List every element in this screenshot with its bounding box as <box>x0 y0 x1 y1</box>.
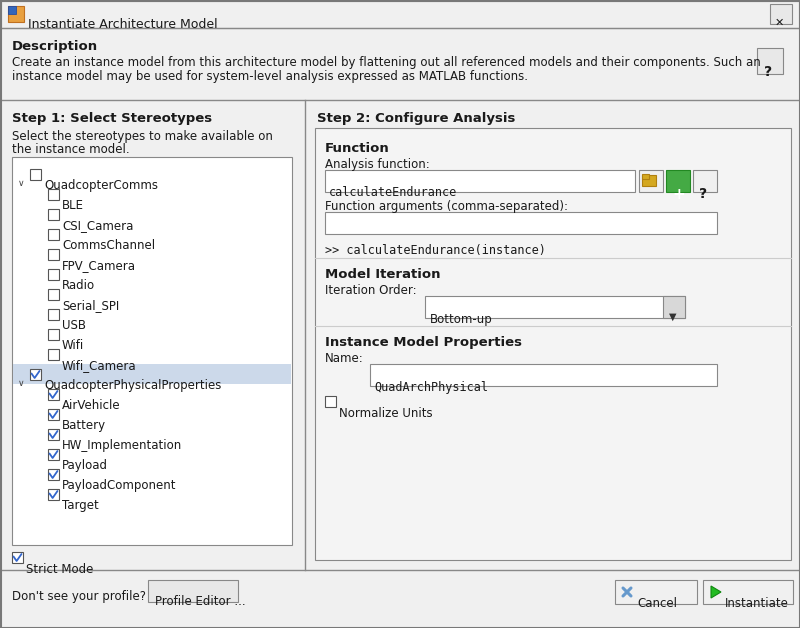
Text: PayloadComponent: PayloadComponent <box>62 479 177 492</box>
Bar <box>48 189 59 200</box>
Text: Serial_SPI: Serial_SPI <box>62 299 119 312</box>
Bar <box>48 209 59 220</box>
Bar <box>48 389 59 400</box>
Text: Iteration Order:: Iteration Order: <box>325 284 417 297</box>
Bar <box>48 409 59 420</box>
Bar <box>8 6 16 14</box>
Text: Create an instance model from this architecture model by flattening out all refe: Create an instance model from this archi… <box>12 56 761 69</box>
Text: the instance model.: the instance model. <box>12 143 130 156</box>
Text: +: + <box>672 187 685 202</box>
Text: Payload: Payload <box>62 459 108 472</box>
Bar <box>1 570 799 627</box>
Bar <box>48 269 59 280</box>
Text: USB: USB <box>62 319 86 332</box>
Bar <box>315 128 791 560</box>
Text: HW_Implementation: HW_Implementation <box>62 439 182 452</box>
Text: Cancel: Cancel <box>637 597 677 610</box>
Bar <box>48 429 59 440</box>
Text: ∨: ∨ <box>18 179 25 188</box>
Text: QuadcopterComms: QuadcopterComms <box>44 179 158 192</box>
Text: Battery: Battery <box>62 419 106 432</box>
Bar <box>1 28 799 100</box>
Bar <box>642 175 656 186</box>
Bar <box>693 170 717 192</box>
Text: Name:: Name: <box>325 352 364 365</box>
Bar <box>305 100 799 570</box>
Bar <box>770 4 792 24</box>
Bar <box>666 170 690 192</box>
Text: Function: Function <box>325 142 390 155</box>
Text: CSI_Camera: CSI_Camera <box>62 219 134 232</box>
Bar <box>1 1 799 28</box>
Text: Strict Mode: Strict Mode <box>26 563 94 576</box>
Bar <box>48 309 59 320</box>
Text: QuadArchPhysical: QuadArchPhysical <box>374 381 488 394</box>
Bar <box>148 580 238 602</box>
Bar <box>48 469 59 480</box>
Bar <box>48 289 59 300</box>
Text: AirVehicle: AirVehicle <box>62 399 121 412</box>
Text: ▼: ▼ <box>669 312 677 322</box>
Text: Radio: Radio <box>62 279 95 292</box>
Bar <box>12 552 23 563</box>
Text: QuadcopterPhysicalProperties: QuadcopterPhysicalProperties <box>44 379 222 392</box>
Text: >> calculateEndurance(instance): >> calculateEndurance(instance) <box>325 244 546 257</box>
Text: Step 2: Configure Analysis: Step 2: Configure Analysis <box>317 112 515 125</box>
Polygon shape <box>711 586 721 598</box>
Bar <box>370 364 717 386</box>
Text: Analysis function:: Analysis function: <box>325 158 430 171</box>
Bar <box>48 249 59 260</box>
Bar <box>48 489 59 500</box>
Bar <box>48 449 59 460</box>
Text: ✕: ✕ <box>775 18 784 28</box>
Bar <box>325 396 336 407</box>
Text: Wifi: Wifi <box>62 339 84 352</box>
Text: ∨: ∨ <box>18 379 25 388</box>
Bar <box>48 349 59 360</box>
Text: Instantiate Architecture Model: Instantiate Architecture Model <box>28 18 218 31</box>
Bar <box>642 174 649 179</box>
Text: Normalize Units: Normalize Units <box>339 407 433 420</box>
Bar <box>13 364 291 384</box>
Text: Select the stereotypes to make available on: Select the stereotypes to make available… <box>12 130 273 143</box>
Bar <box>12 157 292 545</box>
Bar <box>48 329 59 340</box>
Text: Function arguments (comma-separated):: Function arguments (comma-separated): <box>325 200 568 213</box>
Text: Don't see your profile?: Don't see your profile? <box>12 590 146 603</box>
Bar <box>663 296 685 318</box>
Bar <box>1 100 305 570</box>
Bar <box>30 369 41 380</box>
Bar <box>325 170 635 192</box>
Text: ?: ? <box>764 65 772 79</box>
Bar <box>48 229 59 240</box>
Text: Description: Description <box>12 40 98 53</box>
Bar <box>8 6 24 22</box>
Text: Instance Model Properties: Instance Model Properties <box>325 336 522 349</box>
Text: instance model may be used for system-level analysis expressed as MATLAB functio: instance model may be used for system-le… <box>12 70 528 83</box>
Text: calculateEndurance: calculateEndurance <box>329 186 458 199</box>
Text: Target: Target <box>62 499 98 512</box>
Bar <box>639 170 663 192</box>
Text: Profile Editor ...: Profile Editor ... <box>155 595 246 608</box>
Bar <box>615 580 697 604</box>
Text: FPV_Camera: FPV_Camera <box>62 259 136 272</box>
Text: Step 1: Select Stereotypes: Step 1: Select Stereotypes <box>12 112 212 125</box>
Text: Wifi_Camera: Wifi_Camera <box>62 359 137 372</box>
Text: BLE: BLE <box>62 199 84 212</box>
Bar <box>703 580 793 604</box>
Bar <box>325 212 717 234</box>
Text: Instantiate: Instantiate <box>725 597 789 610</box>
Text: Model Iteration: Model Iteration <box>325 268 441 281</box>
Bar <box>757 48 783 74</box>
Bar <box>30 169 41 180</box>
Text: ?: ? <box>699 187 707 201</box>
Bar <box>425 296 685 318</box>
Text: Bottom-up: Bottom-up <box>430 313 493 326</box>
Text: CommsChannel: CommsChannel <box>62 239 155 252</box>
